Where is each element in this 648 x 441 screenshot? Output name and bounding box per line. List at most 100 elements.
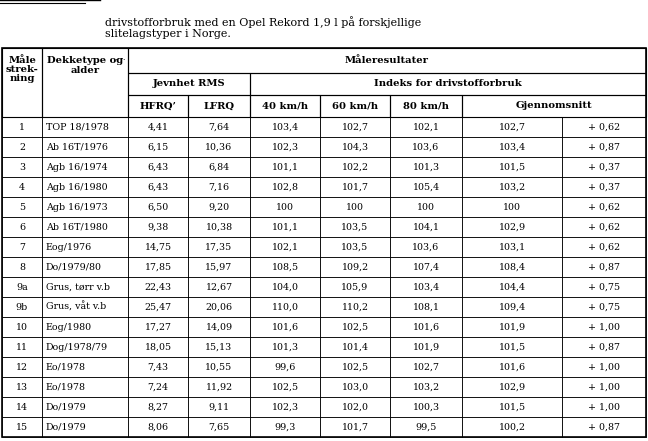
Text: + 0,87: + 0,87 xyxy=(588,422,620,431)
Bar xyxy=(42,137,128,157)
Text: 12: 12 xyxy=(16,363,28,371)
Bar xyxy=(562,197,646,217)
Bar xyxy=(2,277,42,297)
Text: 15,13: 15,13 xyxy=(205,343,233,351)
Bar xyxy=(42,317,128,337)
Bar xyxy=(462,277,562,297)
Bar xyxy=(462,357,562,377)
Bar xyxy=(250,217,320,237)
Text: 15,97: 15,97 xyxy=(205,262,233,272)
Text: 102,1: 102,1 xyxy=(413,123,439,131)
Text: 110,2: 110,2 xyxy=(341,303,369,311)
Bar xyxy=(128,95,188,117)
Text: 101,5: 101,5 xyxy=(498,162,526,172)
Text: 105,9: 105,9 xyxy=(341,283,369,292)
Bar xyxy=(390,95,462,117)
Bar xyxy=(320,217,390,237)
Bar xyxy=(128,237,188,257)
Bar xyxy=(462,377,562,397)
Text: 100: 100 xyxy=(503,202,521,212)
Bar xyxy=(128,337,188,357)
Bar xyxy=(320,257,390,277)
Bar xyxy=(462,317,562,337)
Bar xyxy=(390,197,462,217)
Bar xyxy=(188,337,250,357)
Text: ·  ·: · · xyxy=(115,56,125,64)
Bar xyxy=(250,177,320,197)
Bar xyxy=(42,117,128,137)
Bar xyxy=(188,157,250,177)
Text: Indeks for drivstofforbruk: Indeks for drivstofforbruk xyxy=(374,79,522,89)
Text: Gjennomsnitt: Gjennomsnitt xyxy=(516,101,592,111)
Text: 101,6: 101,6 xyxy=(272,322,299,332)
Text: 102,5: 102,5 xyxy=(341,363,369,371)
Bar xyxy=(320,417,390,437)
Bar xyxy=(42,237,128,257)
Text: + 0,87: + 0,87 xyxy=(588,343,620,351)
Bar xyxy=(250,237,320,257)
Bar xyxy=(562,157,646,177)
Text: 6,15: 6,15 xyxy=(147,142,168,152)
Bar xyxy=(320,397,390,417)
Text: 99,5: 99,5 xyxy=(415,422,437,431)
Text: + 0,62: + 0,62 xyxy=(588,243,620,251)
Text: LFRQ: LFRQ xyxy=(203,101,235,111)
Text: 104,1: 104,1 xyxy=(413,223,439,232)
Bar xyxy=(250,417,320,437)
Bar xyxy=(188,317,250,337)
Bar xyxy=(128,137,188,157)
Text: Eog/1976: Eog/1976 xyxy=(46,243,92,251)
Text: 14,75: 14,75 xyxy=(145,243,172,251)
Bar xyxy=(390,277,462,297)
Text: 11: 11 xyxy=(16,343,28,351)
Text: 109,2: 109,2 xyxy=(341,262,369,272)
Bar xyxy=(250,297,320,317)
Text: Eo/1978: Eo/1978 xyxy=(46,363,86,371)
Bar xyxy=(562,357,646,377)
Text: 108,1: 108,1 xyxy=(413,303,439,311)
Text: 102,7: 102,7 xyxy=(413,363,439,371)
Text: 103,1: 103,1 xyxy=(498,243,526,251)
Bar xyxy=(188,377,250,397)
Text: 7,65: 7,65 xyxy=(209,422,229,431)
Bar xyxy=(2,217,42,237)
Text: 103,6: 103,6 xyxy=(412,243,439,251)
Text: + 1,00: + 1,00 xyxy=(588,382,620,392)
Text: 101,5: 101,5 xyxy=(498,343,526,351)
Text: 102,7: 102,7 xyxy=(341,123,369,131)
Bar xyxy=(250,317,320,337)
Text: 40 km/h: 40 km/h xyxy=(262,101,308,111)
Text: 100: 100 xyxy=(276,202,294,212)
Text: 4,41: 4,41 xyxy=(148,123,168,131)
Bar xyxy=(2,48,646,437)
Text: + 0,75: + 0,75 xyxy=(588,303,620,311)
Text: 13: 13 xyxy=(16,382,28,392)
Bar xyxy=(188,417,250,437)
Text: 103,4: 103,4 xyxy=(498,142,526,152)
Bar xyxy=(2,117,42,137)
Bar xyxy=(462,197,562,217)
Bar xyxy=(390,157,462,177)
Bar xyxy=(42,397,128,417)
Text: 18,05: 18,05 xyxy=(145,343,172,351)
Bar xyxy=(562,397,646,417)
Text: 7,16: 7,16 xyxy=(209,183,229,191)
Bar xyxy=(42,377,128,397)
Text: 102,5: 102,5 xyxy=(341,322,369,332)
Bar xyxy=(462,237,562,257)
Bar xyxy=(128,377,188,397)
Text: 102,7: 102,7 xyxy=(498,123,526,131)
Bar xyxy=(188,297,250,317)
Bar xyxy=(2,357,42,377)
Bar xyxy=(462,297,562,317)
Text: Agb 16/1980: Agb 16/1980 xyxy=(46,183,108,191)
Bar xyxy=(390,417,462,437)
Bar xyxy=(250,73,646,95)
Text: 100,3: 100,3 xyxy=(412,403,439,411)
Text: 15: 15 xyxy=(16,422,28,431)
Text: + 0,75: + 0,75 xyxy=(588,283,620,292)
Bar xyxy=(390,237,462,257)
Text: slitelagstyper i Norge.: slitelagstyper i Norge. xyxy=(105,29,231,39)
Text: Måleresultater: Måleresultater xyxy=(345,56,429,65)
Bar xyxy=(562,297,646,317)
